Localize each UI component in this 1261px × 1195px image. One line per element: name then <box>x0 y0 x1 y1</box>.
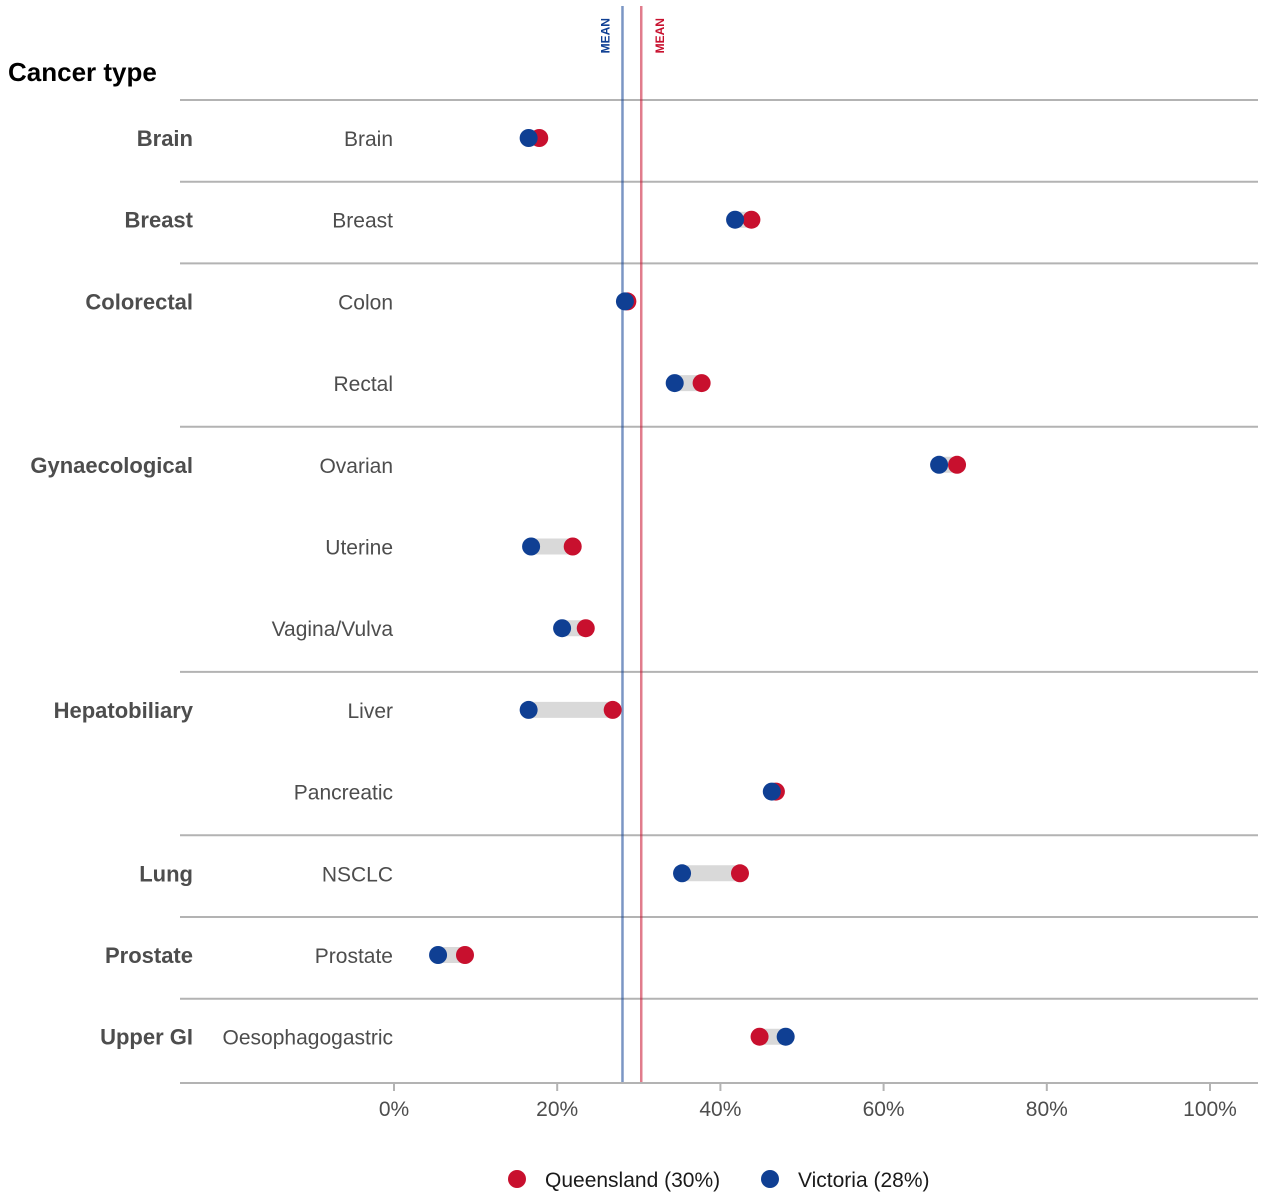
queensland-point <box>750 1027 769 1046</box>
row-label: Pancreatic <box>294 782 393 805</box>
row-label: Vagina/Vulva <box>272 618 394 641</box>
x-tick-label: 20% <box>536 1098 578 1121</box>
queensland-point <box>948 455 967 474</box>
row-label: Oesophagogastric <box>223 1027 393 1050</box>
group-label: Upper GI <box>100 1025 193 1050</box>
row-label: Brain <box>344 128 393 151</box>
dumbbell-connectors <box>438 130 958 1045</box>
group-label: Hepatobiliary <box>54 698 194 723</box>
group-label: Brain <box>137 126 193 151</box>
victoria-point <box>930 455 949 474</box>
victoria-point <box>519 700 538 719</box>
x-axis: 0% 20% 40% 60% 80% 100% <box>180 1082 1258 1121</box>
queensland-point <box>576 619 595 638</box>
victoria-point <box>762 782 781 801</box>
row-labels: Brain Brain Breast Breast Colorectal Colon Rec… <box>30 126 393 1050</box>
legend-label-queensland: Queensland (30%) <box>545 1169 720 1192</box>
group-label: Prostate <box>105 943 193 968</box>
victoria-point <box>665 374 684 393</box>
row-label: Uterine <box>325 537 393 560</box>
queensland-point <box>603 700 622 719</box>
victoria-point <box>522 537 541 556</box>
queensland-point <box>730 864 749 883</box>
group-label: Lung <box>139 861 193 886</box>
legend-marker-victoria <box>761 1170 779 1188</box>
victoria-point <box>519 129 538 147</box>
row-label: Colon <box>338 291 393 314</box>
row-label: Breast <box>332 210 393 233</box>
queensland-point <box>455 946 474 964</box>
victoria-point <box>776 1027 795 1046</box>
x-tick-label: 0% <box>379 1098 409 1121</box>
victoria-point <box>553 619 572 638</box>
queensland-point <box>692 374 711 393</box>
row-label: NSCLC <box>322 863 393 886</box>
row-label: Prostate <box>315 945 393 968</box>
queensland-point <box>563 537 582 556</box>
victoria-point <box>615 292 634 311</box>
legend: Queensland (30%) Victoria (28%) <box>508 1169 930 1192</box>
victoria-mean-label: MEAN <box>598 18 612 53</box>
x-tick-label: 60% <box>863 1098 905 1121</box>
x-tick-label: 40% <box>699 1098 741 1121</box>
row-label: Ovarian <box>319 455 393 478</box>
group-separator-lines <box>180 99 1258 1000</box>
victoria-point <box>726 210 745 229</box>
mean-lines: MEAN MEAN <box>598 6 667 1083</box>
x-tick-label: 80% <box>1026 1098 1068 1121</box>
victoria-point <box>429 946 448 964</box>
row-label: Rectal <box>333 373 393 396</box>
legend-label-victoria: Victoria (28%) <box>798 1169 930 1192</box>
row-label: Liver <box>347 700 393 723</box>
victoria-point <box>673 864 692 883</box>
x-tick-label: 100% <box>1183 1098 1237 1121</box>
group-label: Gynaecological <box>30 453 193 478</box>
queensland-mean-label: MEAN <box>653 18 667 53</box>
legend-marker-queensland <box>508 1170 526 1188</box>
chart-title: Cancer type <box>8 57 157 87</box>
data-points <box>429 129 967 1046</box>
group-label: Colorectal <box>85 289 193 314</box>
group-label: Breast <box>125 208 194 233</box>
queensland-point <box>742 210 761 229</box>
